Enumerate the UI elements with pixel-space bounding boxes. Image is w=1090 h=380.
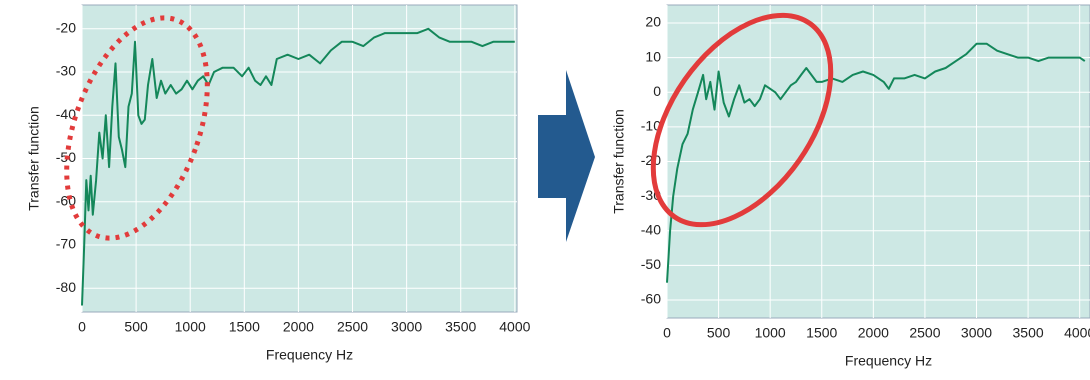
x-tick-label: 1500 [806, 325, 837, 341]
x-tick-label: 500 [707, 325, 731, 341]
y-tick-label: -70 [56, 236, 76, 252]
y-tick-label: -20 [56, 19, 76, 35]
x-tick-label: 4000 [1064, 325, 1090, 341]
data-line [666, 42, 1086, 283]
y-axis-title: Transfer function [611, 109, 627, 214]
x-tick-label: 2000 [283, 319, 314, 335]
data-line [81, 27, 515, 306]
x-tick-label: 3500 [1013, 325, 1044, 341]
x-tick-label: 3500 [445, 319, 476, 335]
x-tick-label: 1500 [229, 319, 260, 335]
x-tick-label: 3000 [961, 325, 992, 341]
y-tick-label: 10 [645, 48, 661, 64]
y-tick-label: -50 [641, 256, 661, 272]
y-axis-title: Transfer function [26, 106, 42, 211]
y-tick-label: -80 [56, 279, 76, 295]
x-tick-label: 4000 [499, 319, 530, 335]
x-tick-label: 0 [663, 325, 671, 341]
y-tick-label: -10 [641, 118, 661, 134]
y-tick-label: -30 [56, 63, 76, 79]
y-tick-label: -40 [641, 221, 661, 237]
x-tick-label: 2500 [337, 319, 368, 335]
y-tick-label: -60 [641, 291, 661, 307]
arrow [538, 70, 595, 242]
x-tick-label: 2500 [909, 325, 940, 341]
x-axis-title: Frequency Hz [266, 347, 353, 363]
x-tick-label: 3000 [391, 319, 422, 335]
highlight-ellipse [64, 15, 210, 241]
y-tick-label: 0 [653, 83, 661, 99]
x-tick-label: 2000 [858, 325, 889, 341]
x-tick-label: 0 [78, 319, 86, 335]
y-tick-label: 20 [645, 14, 661, 30]
x-tick-label: 500 [124, 319, 148, 335]
x-tick-label: 1000 [175, 319, 206, 335]
x-axis-title: Frequency Hz [845, 353, 932, 369]
x-tick-label: 1000 [755, 325, 786, 341]
highlight-ellipse [650, 12, 834, 228]
y-tick-label: -40 [56, 106, 76, 122]
chart-layer: -20-30-40-50-60-70-800 500 1000 1500 2000 250… [26, 5, 1090, 369]
